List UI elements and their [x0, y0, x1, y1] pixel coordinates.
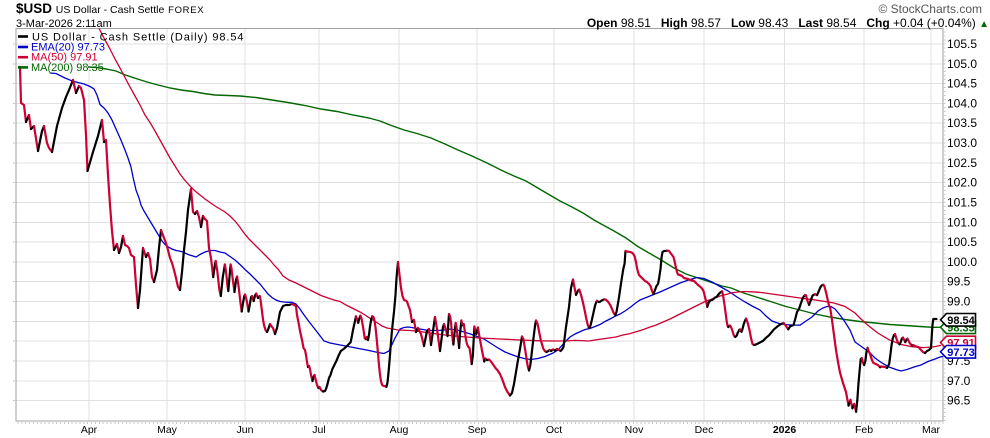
svg-text:102.0: 102.0 [947, 176, 977, 190]
svg-text:Apr: Apr [81, 424, 98, 436]
svg-text:Oct: Oct [546, 424, 562, 436]
svg-text:103.5: 103.5 [947, 116, 977, 130]
svg-text:Dec: Dec [695, 424, 714, 436]
svg-text:Jul: Jul [312, 424, 325, 436]
svg-text:EMA(20) 97.73: EMA(20) 97.73 [31, 42, 105, 54]
svg-text:105.5: 105.5 [947, 37, 977, 51]
svg-text:May: May [157, 424, 178, 436]
svg-text:Feb: Feb [855, 424, 873, 436]
svg-text:96.5: 96.5 [947, 394, 971, 408]
svg-text:Jun: Jun [237, 424, 254, 436]
svg-text:101.5: 101.5 [947, 196, 977, 210]
svg-text:Mar: Mar [922, 424, 941, 436]
svg-text:97.73: 97.73 [947, 347, 975, 359]
svg-text:99.5: 99.5 [947, 275, 971, 289]
svg-text:MA(50) 97.91: MA(50) 97.91 [31, 52, 98, 64]
svg-text:Aug: Aug [390, 424, 409, 436]
svg-text:102.5: 102.5 [947, 156, 977, 170]
svg-text:104.0: 104.0 [947, 96, 977, 110]
svg-text:Nov: Nov [625, 424, 644, 436]
svg-text:103.0: 103.0 [947, 136, 977, 150]
svg-text:100.0: 100.0 [947, 255, 977, 269]
svg-text:101.0: 101.0 [947, 215, 977, 229]
svg-text:105.0: 105.0 [947, 57, 977, 71]
svg-text:99.0: 99.0 [947, 295, 971, 309]
svg-text:US Dollar - Cash Settle (Daily: US Dollar - Cash Settle (Daily) 98.54 [32, 32, 244, 44]
svg-text:98.54: 98.54 [947, 315, 975, 327]
svg-text:100.5: 100.5 [947, 235, 977, 249]
svg-text:MA(200) 98.35: MA(200) 98.35 [31, 62, 104, 74]
svg-text:104.5: 104.5 [947, 77, 977, 91]
svg-text:2026: 2026 [773, 424, 797, 436]
svg-text:97.0: 97.0 [947, 374, 971, 388]
svg-text:Sep: Sep [468, 424, 487, 436]
